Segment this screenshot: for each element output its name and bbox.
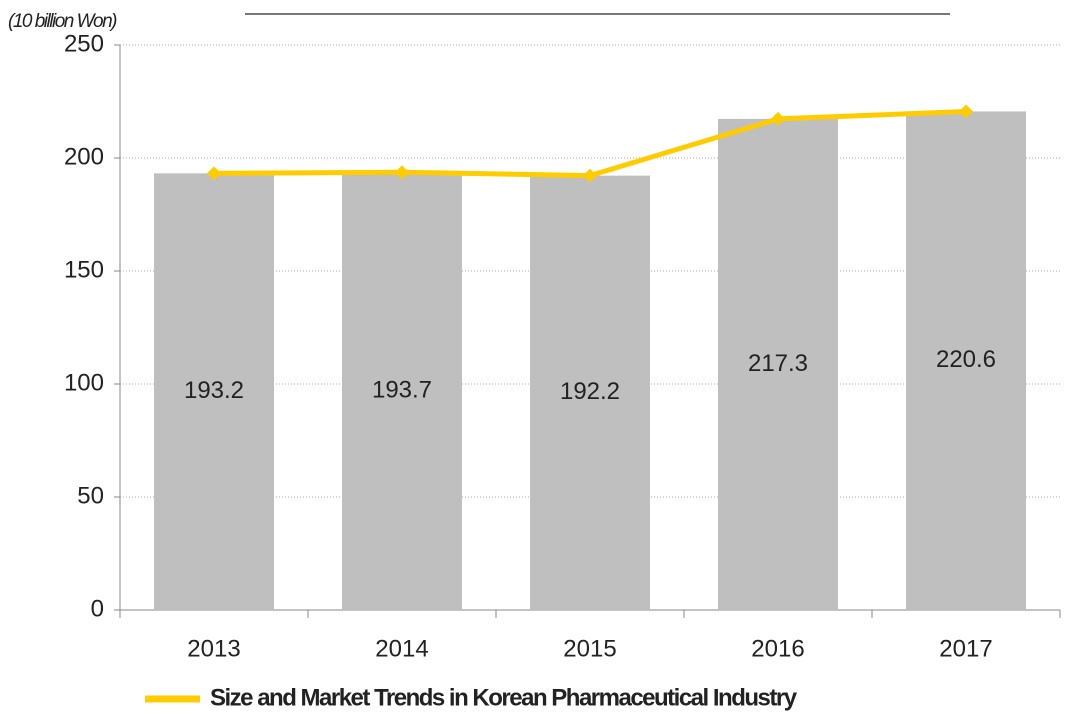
y-tick-label: 100 — [64, 369, 104, 396]
y-tick-label: 250 — [64, 30, 104, 57]
bar — [342, 172, 462, 610]
y-tick-label: 0 — [91, 595, 104, 622]
bar — [718, 118, 838, 610]
x-tick-label: 2016 — [751, 635, 804, 662]
x-tick-label: 2015 — [563, 635, 616, 662]
legend-label: Size and Market Trends in Korean Pharmac… — [210, 684, 798, 711]
y-tick-label: 200 — [64, 143, 104, 170]
x-tick-label: 2017 — [939, 635, 992, 662]
bar — [530, 175, 650, 611]
y-axis-label: (10 billion Won) — [8, 11, 117, 32]
bar — [154, 173, 274, 611]
x-tick-label: 2013 — [187, 635, 240, 662]
line-marker — [771, 111, 785, 126]
data-label: 220.6 — [936, 346, 996, 373]
line-marker — [959, 104, 973, 119]
data-label: 192.2 — [560, 378, 620, 405]
x-tick-label: 2014 — [375, 635, 428, 662]
y-tick-label: 50 — [77, 482, 104, 509]
data-label: 193.7 — [372, 376, 432, 403]
line-marker — [583, 168, 597, 183]
line-marker — [207, 166, 221, 181]
line — [213, 108, 967, 179]
y-tick-label: 150 — [64, 256, 104, 283]
data-label: 193.2 — [184, 377, 244, 404]
data-label: 217.3 — [748, 350, 808, 377]
bar — [906, 111, 1026, 610]
line-marker — [395, 165, 409, 180]
